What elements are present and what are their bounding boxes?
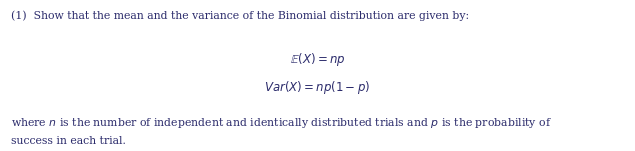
Text: where $n$ is the number of independent and identically distributed trials and $p: where $n$ is the number of independent a… <box>11 116 552 130</box>
Text: (1)  Show that the mean and the variance of the Binomial distribution are given : (1) Show that the mean and the variance … <box>11 11 469 21</box>
Text: $\mathbb{E}(X) = np$: $\mathbb{E}(X) = np$ <box>290 51 345 68</box>
Text: success in each trial.: success in each trial. <box>11 136 126 146</box>
Text: $Var(X) = np(1-p)$: $Var(X) = np(1-p)$ <box>264 79 371 96</box>
